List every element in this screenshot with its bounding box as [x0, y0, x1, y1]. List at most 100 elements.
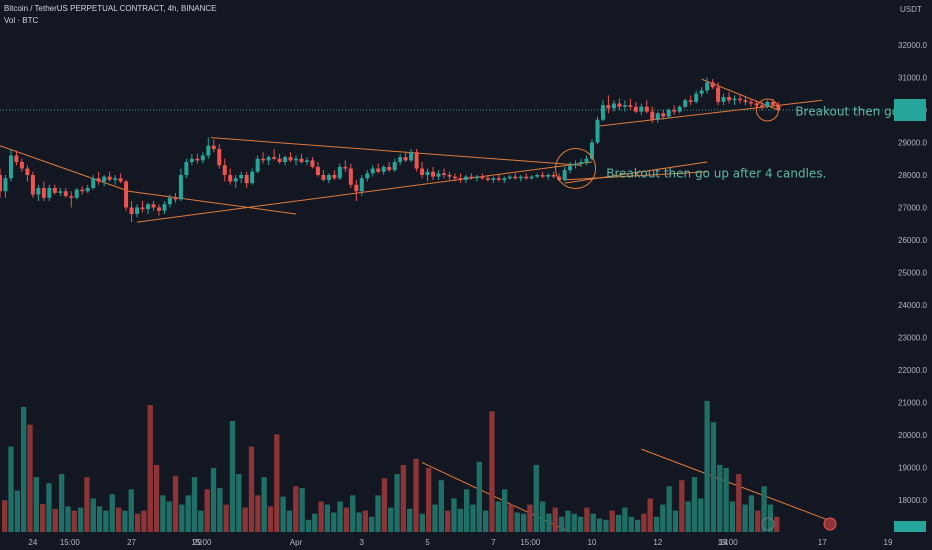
- candle-body: [485, 178, 490, 180]
- volume-bar: [653, 516, 660, 532]
- candle-body: [8, 155, 13, 179]
- volume-bar: [514, 512, 520, 532]
- symbol-title: Bitcoin / TetherUS PERPETUAL CONTRACT, 4…: [4, 4, 217, 13]
- trendline: [0, 145, 129, 192]
- candle-body: [562, 170, 567, 180]
- candle-body: [622, 105, 627, 107]
- candle-body: [113, 178, 118, 180]
- candle-body: [573, 163, 578, 166]
- candle-body: [52, 188, 57, 193]
- candle-body: [579, 162, 584, 164]
- volume-bar: [476, 461, 482, 532]
- candle-body: [540, 175, 545, 177]
- volume-bar: [248, 446, 255, 532]
- candle-body: [644, 106, 649, 112]
- candle-body: [3, 178, 8, 192]
- candle-body: [491, 178, 496, 180]
- candle-body: [255, 158, 260, 172]
- candle-body: [85, 188, 90, 192]
- candle-body: [107, 176, 112, 180]
- candle-body: [398, 157, 403, 162]
- candle-body: [250, 171, 255, 184]
- volume-bar: [413, 458, 419, 532]
- candle-body: [403, 157, 408, 161]
- price-tick: 25000.0: [898, 269, 927, 278]
- volume-bar: [77, 507, 84, 532]
- candle-body: [535, 175, 540, 177]
- volume-bar: [698, 498, 704, 532]
- volume-bar: [299, 488, 305, 532]
- candle-body: [754, 103, 759, 106]
- volume-bar: [58, 474, 65, 532]
- candle-body: [551, 175, 556, 177]
- currency-label: USDT: [900, 5, 922, 14]
- volume-bar: [609, 510, 615, 532]
- candle-body: [69, 196, 74, 198]
- time-tick: 17: [818, 538, 827, 547]
- volume-bar: [445, 510, 451, 532]
- candle-body: [19, 162, 24, 169]
- candle-body: [359, 178, 364, 192]
- volume-bar: [267, 506, 274, 532]
- price-tick: 27000.0: [898, 204, 927, 213]
- candle-body: [156, 207, 161, 211]
- candle-body: [529, 176, 534, 179]
- volume-bar: [46, 483, 52, 532]
- volume-bar: [236, 474, 242, 532]
- candle-body: [633, 106, 638, 112]
- volume-bar: [166, 501, 172, 532]
- volume-bar: [742, 504, 748, 532]
- volume-bar: [14, 490, 20, 532]
- price-tick: 29000.0: [898, 139, 927, 148]
- price-tick: 32000.0: [898, 41, 927, 50]
- candle-body: [91, 178, 96, 188]
- price-tick: 19000.0: [898, 464, 927, 473]
- candle-body: [222, 165, 227, 175]
- volume-bar: [755, 510, 761, 532]
- candle-body: [195, 158, 200, 161]
- candle-body: [96, 178, 101, 182]
- volume-bar: [217, 488, 223, 532]
- volume-bar: [432, 504, 438, 532]
- volume-bar: [179, 504, 185, 532]
- volume-bar: [489, 411, 495, 532]
- candle-body: [376, 168, 381, 172]
- trendlines-layer: [0, 78, 888, 533]
- time-tick: 15:00: [520, 538, 541, 547]
- candle-body: [447, 175, 452, 177]
- volume-bar: [641, 513, 647, 532]
- candle-body: [694, 93, 699, 102]
- volume-bar: [451, 498, 457, 532]
- volume-bar: [539, 501, 546, 532]
- trendline: [597, 99, 823, 127]
- candle-body: [628, 105, 633, 107]
- candle-body: [288, 157, 293, 161]
- volume-bar: [337, 501, 343, 532]
- volume-bar: [508, 504, 514, 532]
- candle-body: [584, 158, 589, 162]
- record-icon: [823, 517, 837, 531]
- volume-bar: [33, 477, 39, 532]
- candle-body: [666, 110, 671, 117]
- volume-bar: [65, 506, 71, 532]
- volume-bar: [729, 501, 736, 532]
- candle-body: [36, 188, 41, 195]
- trendline: [421, 462, 571, 533]
- volume-bar: [375, 495, 381, 532]
- volume-bar: [558, 516, 565, 532]
- volume-bar: [501, 489, 508, 532]
- trendline: [136, 161, 593, 223]
- candle-body: [189, 158, 194, 162]
- candle-body: [266, 157, 271, 161]
- volume-bar: [293, 486, 299, 532]
- volume-tag: [894, 521, 926, 532]
- candle-body: [705, 82, 710, 91]
- volume-bar: [255, 495, 261, 532]
- volume-bar: [204, 489, 210, 532]
- volume-bar: [577, 516, 584, 532]
- volume-bar: [90, 498, 96, 532]
- volume-bar: [274, 434, 280, 532]
- candle-body: [595, 119, 600, 143]
- volume-bar: [774, 516, 780, 532]
